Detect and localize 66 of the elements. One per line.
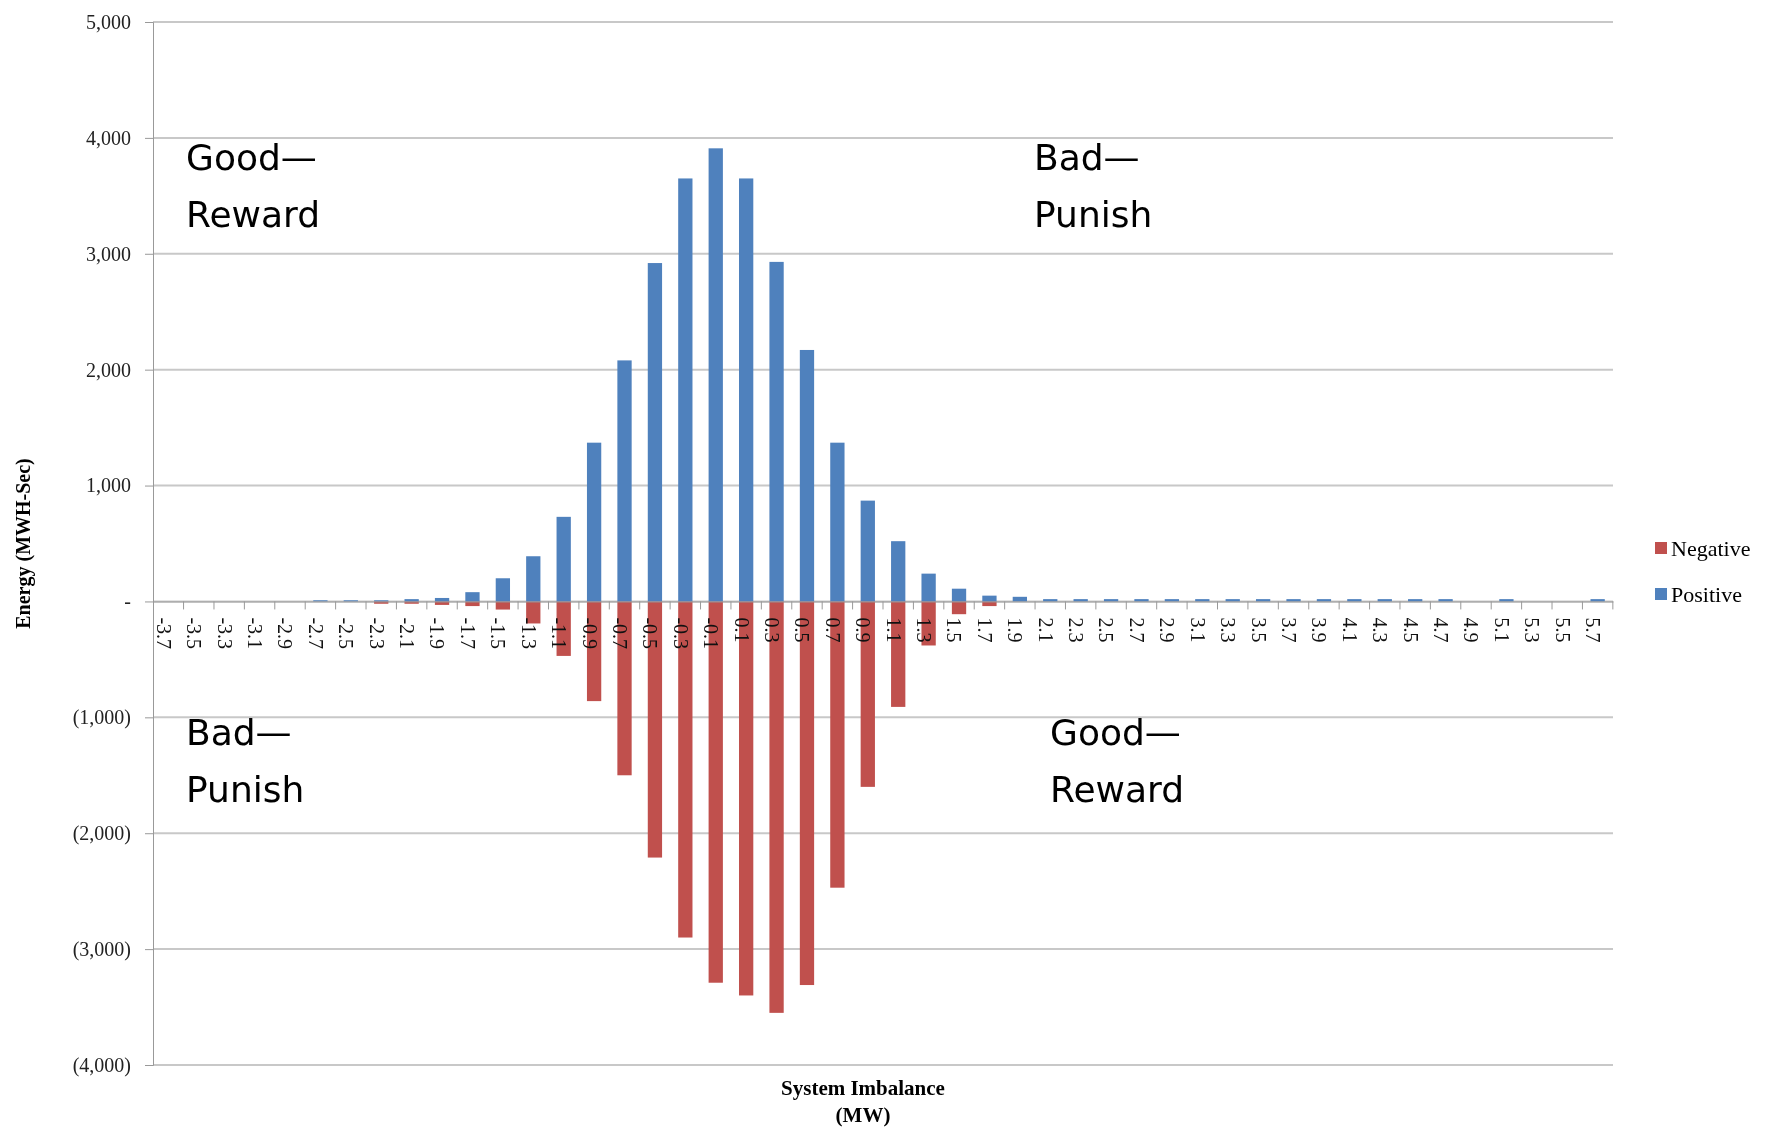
- x-tick-label: -3.1: [243, 617, 266, 650]
- x-tick-label: 2.1: [1034, 617, 1057, 643]
- x-tick-label: -2.3: [365, 617, 388, 650]
- x-tick-label: 0.5: [791, 617, 814, 643]
- x-tick-label: -1.5: [487, 617, 510, 650]
- x-tick-label: 0.9: [852, 617, 875, 643]
- x-tick-label: 3.9: [1308, 617, 1331, 643]
- x-tick-label: 3.1: [1186, 617, 1209, 643]
- x-tick-label: -0.3: [669, 617, 692, 650]
- x-tick-label: -3.7: [152, 617, 175, 650]
- x-tick-label: 2.3: [1065, 617, 1088, 643]
- x-tick-label: -1.7: [456, 617, 479, 650]
- y-tick-label: 3,000: [86, 242, 131, 265]
- x-tick-label: -0.9: [578, 617, 601, 650]
- x-tick-label: -1.9: [426, 617, 449, 650]
- y-tick-label: (3,000): [72, 938, 131, 962]
- x-tick-label: 4.9: [1460, 617, 1483, 643]
- x-tick-label: -1.1: [548, 617, 571, 650]
- x-tick-label: 1.9: [1004, 617, 1027, 643]
- legend-label: Positive: [1671, 581, 1742, 607]
- x-tick-label: 1.5: [943, 617, 966, 643]
- x-tick-label: -0.7: [608, 617, 631, 650]
- x-tick-label: 1.7: [973, 617, 996, 643]
- x-axis-title: System Imbalance (MW): [781, 1076, 945, 1127]
- x-tick-label: 3.5: [1247, 617, 1270, 643]
- y-axis-title: Energy (MWH-Sec): [12, 458, 35, 629]
- x-tick-label: 4.3: [1369, 617, 1392, 643]
- x-tick-label: -0.5: [639, 617, 662, 650]
- x-tick-label: -2.1: [396, 617, 419, 650]
- x-tick-label: 5.7: [1582, 617, 1605, 643]
- x-tick-label: -3.3: [213, 617, 236, 650]
- x-tick-label: -0.1: [700, 617, 723, 650]
- x-tick-label: 5.5: [1551, 617, 1574, 643]
- x-tick-label: 4.5: [1399, 617, 1422, 643]
- annotation: Good— Reward: [1050, 712, 1185, 810]
- x-tick-label: 3.3: [1217, 617, 1240, 643]
- y-tick-label: (1,000): [72, 706, 131, 730]
- x-tick-label: -2.7: [304, 617, 327, 650]
- x-tick-label: 2.5: [1095, 617, 1118, 643]
- x-tick-label: -2.5: [335, 617, 358, 650]
- y-tick-label: (4,000): [72, 1053, 131, 1077]
- x-tick-label: 1.1: [882, 617, 905, 643]
- x-tick-label: -3.5: [183, 617, 206, 650]
- y-tick-label: (2,000): [72, 822, 131, 846]
- x-tick-label: 0.3: [760, 617, 783, 643]
- x-tick-label: 2.9: [1156, 617, 1179, 643]
- x-tick-label: 5.1: [1490, 617, 1513, 643]
- x-tick-label: -1.3: [517, 617, 540, 650]
- y-tick-label: 1,000: [86, 474, 131, 497]
- x-tick-label: 5.3: [1521, 617, 1544, 643]
- x-tick-label: 1.3: [913, 617, 936, 643]
- x-tick-label: 4.7: [1430, 617, 1452, 643]
- annotation: Bad— Punish: [1034, 137, 1153, 235]
- y-tick-label: 5,000: [86, 10, 131, 33]
- x-tick-label: 0.7: [821, 617, 844, 643]
- x-tick-label: 0.1: [730, 617, 753, 643]
- y-tick-label: 4,000: [86, 126, 131, 149]
- annotation: Good— Reward: [186, 137, 321, 235]
- x-tick-label: 2.7: [1125, 617, 1148, 643]
- y-tick-label: 2,000: [86, 358, 131, 381]
- annotation: Bad— Punish: [186, 712, 305, 810]
- x-tick-label: 4.1: [1338, 617, 1361, 643]
- legend-label: Negative: [1671, 535, 1751, 561]
- y-tick-label: -: [124, 590, 131, 613]
- x-tick-label: 3.7: [1277, 617, 1300, 643]
- x-tick-label: -2.9: [274, 617, 297, 650]
